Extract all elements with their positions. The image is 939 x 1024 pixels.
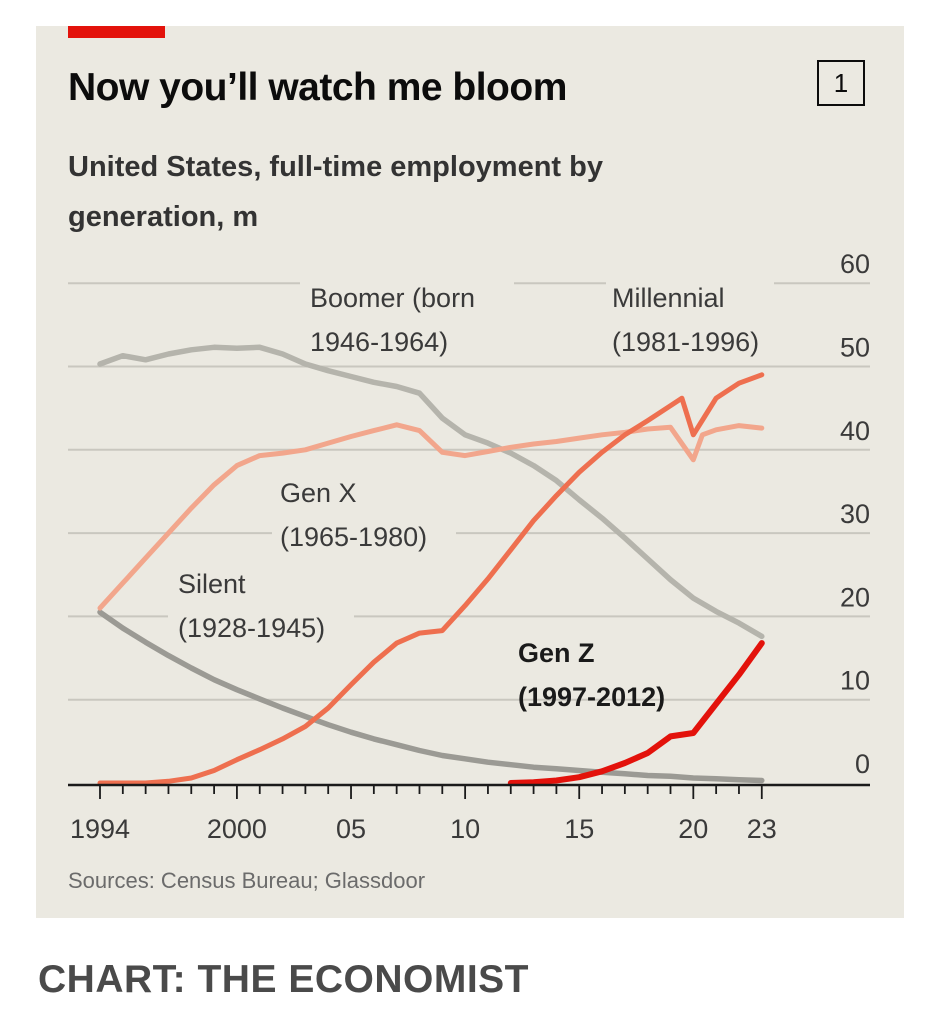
chart-subtitle: United States, full-time employment by g…: [68, 151, 603, 233]
label-backdrop-0: [300, 275, 514, 349]
x-tick-label-2005: 05: [336, 814, 366, 844]
series-line-millennial: [97, 372, 765, 786]
series-line-gen_z: [507, 640, 765, 786]
series-label-gen_x-line-1: Gen X: [280, 478, 357, 508]
series-label-millennial-line-2: (1981-1996): [612, 327, 759, 357]
chart-title: Now you’ll watch me bloom: [68, 66, 567, 109]
series-label-gen_z-line-1: Gen Z: [518, 638, 595, 668]
y-tick-label-20: 20: [840, 582, 870, 612]
series-label-gen_x-line-2: (1965-1980): [280, 522, 427, 552]
y-tick-label-10: 10: [840, 666, 870, 696]
label-backdrop-1: [606, 275, 774, 349]
y-tick-label-60: 60: [840, 249, 870, 279]
series-label-silent-line-2: (1928-1945): [178, 613, 325, 643]
series-label-silent-line-1: Silent: [178, 569, 246, 599]
chart-credit: CHART: THE ECONOMIST: [38, 958, 529, 1001]
y-tick-label-50: 50: [840, 333, 870, 363]
series-label-millennial-line-1: Millennial: [612, 283, 725, 313]
series-label-gen_z-line-2: (1997-2012): [518, 682, 665, 712]
chart-number-badge: 1: [817, 60, 865, 106]
x-tick-label-1994: 1994: [70, 814, 130, 844]
y-tick-label-30: 30: [840, 499, 870, 529]
y-tick-label-0: 0: [855, 749, 870, 779]
chart-source: Sources: Census Bureau; Glassdoor: [68, 868, 426, 893]
red-accent-tag: [68, 26, 165, 38]
series-line-gen_x: [97, 422, 765, 611]
x-tick-label-2010: 10: [450, 814, 480, 844]
series-label-boomer-line-1: Boomer (born: [310, 283, 475, 313]
x-tick-label-2023: 23: [747, 814, 777, 844]
chart-panel: Now you’ll watch me bloom United States,…: [36, 26, 904, 918]
y-tick-label-40: 40: [840, 416, 870, 446]
label-backdrop-2: [272, 470, 456, 560]
x-tick-label-2020: 20: [678, 814, 708, 844]
label-backdrop-3: [168, 562, 354, 652]
series-line-silent: [97, 609, 765, 784]
series-line-boomer: [97, 344, 765, 640]
x-tick-label-2015: 15: [564, 814, 594, 844]
series-label-boomer-line-2: 1946-1964): [310, 327, 448, 357]
x-tick-label-2000: 2000: [207, 814, 267, 844]
